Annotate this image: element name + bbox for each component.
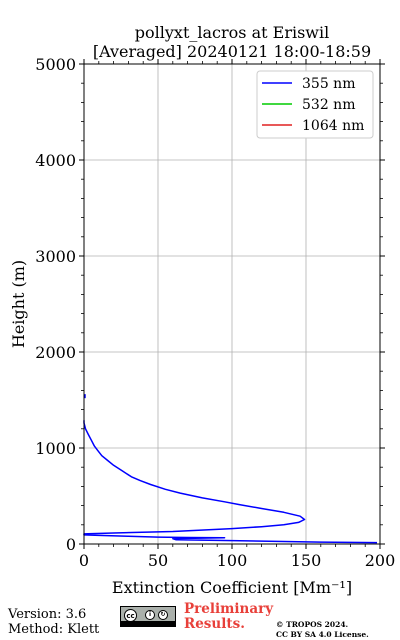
badge-label-strip	[121, 621, 175, 626]
legend-box	[256, 70, 374, 139]
y-tick-label: 1000	[35, 439, 76, 458]
x-tick-label: 100	[217, 551, 248, 570]
attribution-icon: i	[145, 610, 155, 620]
legend-label-532: 532 nm	[302, 97, 355, 113]
share-alike-icon: ↻	[158, 610, 168, 620]
series-line-355-nm	[83, 420, 378, 544]
legend: 355 nm 532 nm 1064 nm	[256, 70, 374, 139]
x-tick-label: 150	[291, 551, 322, 570]
preliminary-results-note: Preliminary Results.	[184, 602, 273, 632]
legend-label-1064: 1064 nm	[302, 118, 364, 134]
plot-frame	[83, 63, 381, 545]
x-tick-label: 200	[365, 551, 396, 570]
y-tick-label: 4000	[35, 151, 76, 170]
version-text: Version: 3.6	[8, 607, 87, 622]
copyright-line1: © TROPOS 2024.	[276, 620, 349, 629]
chart-title-line1: pollyxt_lacros at Eriswil	[135, 23, 329, 42]
x-tick-label: 0	[79, 551, 89, 570]
x-tick-label: 50	[148, 551, 168, 570]
preliminary-line2: Results.	[184, 616, 245, 632]
chart-title-line2: [Averaged] 20240121 18:00-18:59	[93, 42, 371, 61]
isolated-data-point	[84, 394, 86, 399]
axis-ticks	[79, 59, 385, 549]
y-tick-label: 0	[66, 535, 76, 554]
y-tick-label: 5000	[35, 55, 76, 74]
y-tick-label: 2000	[35, 343, 76, 362]
copyright-line2: CC BY SA 4.0 License.	[276, 630, 369, 639]
extinction-profile-chart: pollyxt_lacros at Eriswil [Averaged] 202…	[9, 23, 395, 597]
legend-label-355: 355 nm	[302, 76, 355, 92]
cc-license-badge: cc i ↻	[120, 606, 176, 627]
preliminary-line1: Preliminary	[184, 601, 274, 617]
y-tick-label: 3000	[35, 247, 76, 266]
plot-area	[83, 394, 378, 544]
copyright-note: © TROPOS 2024. CC BY SA 4.0 License.	[276, 620, 369, 640]
method-text: Method: Klett	[8, 622, 100, 637]
y-axis-label: Height (m)	[9, 260, 28, 348]
x-axis-label: Extinction Coefficient [Mm⁻¹]	[112, 578, 352, 597]
